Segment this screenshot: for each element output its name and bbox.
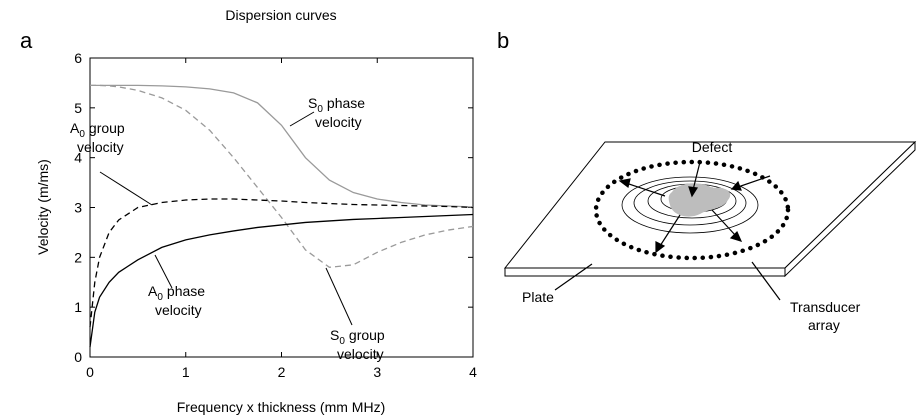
curve: [89, 198, 474, 328]
leader-line: [99, 171, 153, 206]
annotation: velocity: [315, 114, 362, 130]
plate-front: [504, 267, 786, 277]
x-tick-label: 0: [86, 364, 94, 380]
leader-line: [154, 254, 173, 289]
y-tick-label: 4: [74, 150, 82, 166]
transducer-label: Transducer: [790, 299, 861, 315]
x-tick-label: 3: [373, 364, 381, 380]
annotation-symbol: A: [148, 283, 158, 299]
curve: [89, 213, 474, 348]
curve: [90, 84, 474, 208]
y-tick-label: 0: [74, 349, 82, 365]
y-axis-label: Velocity (m/ms): [35, 159, 51, 255]
leader-line: [289, 111, 315, 127]
annotation: S0 phase: [308, 95, 365, 115]
y-tick-label: 6: [74, 50, 82, 66]
transducer-array: [593, 159, 791, 261]
defect-label: Defect: [692, 139, 733, 155]
annotation-text: group: [89, 120, 125, 136]
annotation: velocity: [155, 302, 202, 318]
plot-frame: [89, 57, 474, 358]
y-tick-label: 2: [74, 249, 82, 265]
annotation-text: phase: [327, 95, 365, 111]
y-tick-label: 1: [74, 299, 82, 315]
annotation: velocity: [337, 346, 384, 362]
curve: [90, 84, 474, 268]
annotation: S0 group: [330, 327, 385, 347]
x-axis-label: Frequency x thickness (mm MHz): [177, 399, 385, 415]
annotation-symbol: S: [330, 327, 339, 343]
annotation-text: group: [349, 327, 385, 343]
x-tick-label: 1: [182, 364, 190, 380]
arrows: [554, 161, 781, 301]
annotation: velocity: [77, 139, 124, 155]
defect: [668, 183, 731, 217]
annotation-text: phase: [167, 283, 205, 299]
y-tick-label: 5: [74, 100, 82, 116]
plate-label: Plate: [522, 289, 554, 305]
x-tick-label: 2: [278, 364, 286, 380]
annotation-subscript: 0: [339, 336, 345, 347]
plate-side: [784, 140, 916, 278]
annotation: A0 group: [70, 120, 125, 140]
chart-title: Dispersion curves: [225, 7, 336, 23]
annotation-subscript: 0: [79, 129, 85, 140]
panel-label: a: [20, 28, 33, 53]
annotation-subscript: 0: [157, 292, 163, 303]
x-tick-label: 4: [469, 364, 477, 380]
annotation-symbol: A: [70, 120, 80, 136]
annotation-subscript: 0: [317, 104, 323, 115]
leader-line: [325, 267, 353, 326]
y-tick-label: 3: [74, 200, 82, 216]
diagram: b Defect Plate Transducer array: [497, 28, 917, 333]
panel-label: b: [497, 28, 509, 53]
annotation-symbol: S: [308, 95, 317, 111]
annotation: A0 phase: [148, 283, 205, 303]
transducer-label: array: [808, 317, 840, 333]
